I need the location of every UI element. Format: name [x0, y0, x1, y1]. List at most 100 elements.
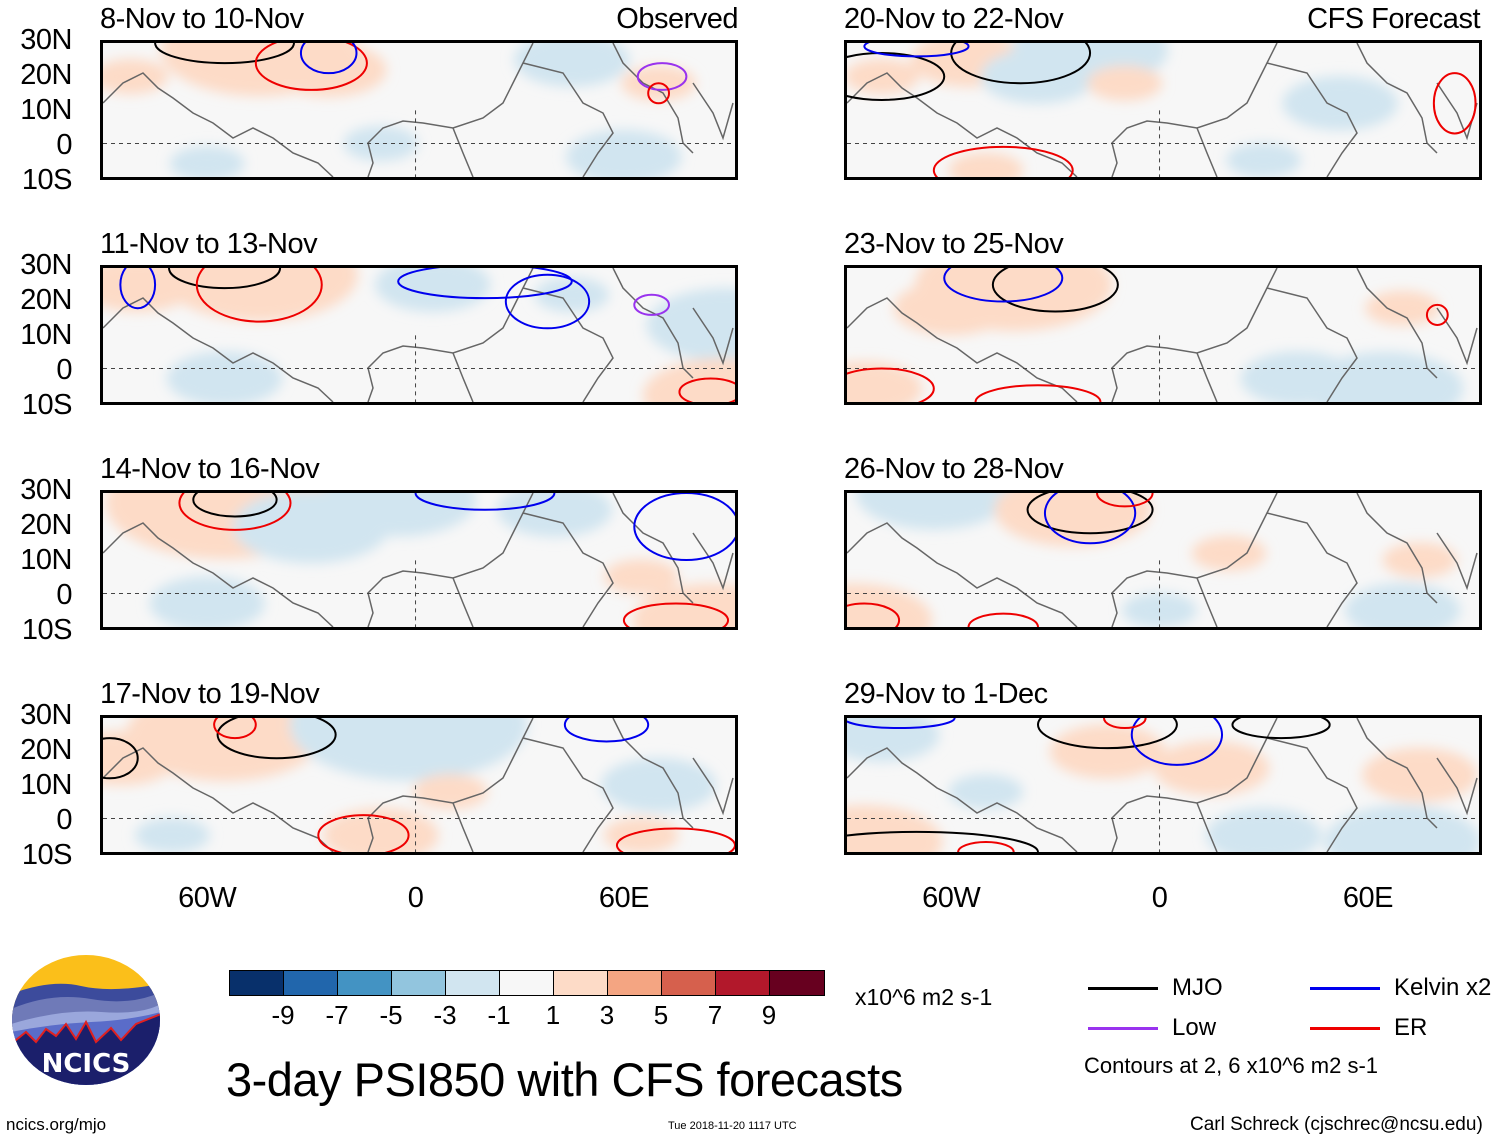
- coastline: [367, 493, 534, 627]
- coastline: [1111, 718, 1278, 852]
- main-title: 3-day PSI850 with CFS forecasts: [226, 1053, 903, 1106]
- coastline: [692, 532, 734, 591]
- map-panel-6: [844, 265, 1482, 405]
- coastline: [692, 307, 734, 366]
- anomaly-blob: [566, 129, 682, 177]
- coastline: [367, 718, 534, 852]
- x-tick-label: 60W: [178, 882, 237, 914]
- y-tick-label: 30N: [20, 24, 72, 56]
- map-canvas: [103, 493, 735, 627]
- contour-kelvin: [563, 718, 650, 743]
- coastline: [1196, 127, 1218, 177]
- anomaly-blob: [994, 493, 1151, 547]
- contour-kelvin: [847, 718, 956, 730]
- y-tick-label: 10N: [20, 544, 72, 576]
- legend-label-er: ER: [1394, 1014, 1428, 1041]
- panel-title-4: 17-Nov to 19-Nov: [100, 678, 320, 710]
- panel-title-6: 23-Nov to 25-Nov: [844, 228, 1064, 260]
- x-tick-label: 60W: [922, 882, 981, 914]
- anomaly-blob: [646, 288, 735, 362]
- coastline: [1111, 268, 1278, 402]
- panel-title-2: 11-Nov to 13-Nov: [100, 228, 318, 260]
- colorbar-tick-label: -9: [271, 1000, 295, 1030]
- coastline: [847, 297, 1078, 402]
- coastline: [1111, 43, 1278, 177]
- coastline: [1436, 757, 1478, 816]
- colorbar-swatch: [338, 971, 392, 995]
- contour-low: [633, 293, 671, 316]
- anomaly-blob: [289, 718, 528, 781]
- contour-mjo: [847, 830, 1039, 852]
- colorbar-tick-label: 5: [653, 1000, 669, 1030]
- anomaly-blob: [534, 277, 610, 313]
- contour-kelvin: [414, 493, 556, 511]
- coastline: [452, 802, 474, 852]
- contour-er: [1432, 72, 1477, 135]
- contour-er: [178, 493, 292, 531]
- coastline: [1196, 352, 1218, 402]
- contour-mjo: [1026, 493, 1154, 535]
- contour-er: [254, 43, 368, 91]
- coastline: [1111, 493, 1278, 627]
- legend-item-mjo: MJO: [1088, 974, 1223, 1002]
- contour-er: [647, 82, 671, 105]
- y-tick-label: 10N: [20, 94, 72, 126]
- contour-er: [615, 827, 735, 852]
- anomaly-blob: [1153, 741, 1270, 796]
- y-tick-label: 0: [56, 804, 72, 836]
- anomaly-blob: [319, 493, 477, 537]
- cfs-forecast-tag: CFS Forecast: [1307, 3, 1480, 35]
- coastline: [103, 297, 334, 402]
- contour-mjo: [1037, 718, 1178, 750]
- anomaly-blob: [149, 576, 265, 627]
- anomaly-blob: [1240, 351, 1357, 402]
- coastline: [847, 522, 1078, 627]
- anomaly-blob: [847, 718, 940, 762]
- contour-mjo: [154, 43, 295, 65]
- colorbar-swatch: [662, 971, 716, 995]
- contour-kelvin: [119, 268, 157, 310]
- legend-line-kelvin: [1310, 986, 1380, 990]
- coastline: [103, 747, 334, 852]
- colorbar-swatch: [284, 971, 338, 995]
- contour-note: Contours at 2, 6 x10^6 m2 s-1: [1084, 1053, 1379, 1078]
- map-panel-3: [100, 490, 738, 630]
- y-tick-label: 30N: [20, 249, 72, 281]
- y-tick-label: 10S: [21, 389, 73, 421]
- panel-title-7: 26-Nov to 28-Nov: [844, 453, 1064, 485]
- site-link[interactable]: ncics.org/mjo: [6, 1115, 107, 1134]
- anomaly-blob: [847, 805, 943, 852]
- coastline: [522, 737, 614, 852]
- coastline: [1436, 532, 1478, 591]
- y-tick-label: 10N: [20, 769, 72, 801]
- colorbar-swatch: [770, 971, 824, 995]
- anomaly-blob: [343, 125, 419, 162]
- panel-title-1: 8-Nov to 10-Nov: [100, 3, 304, 35]
- coastline: [1266, 512, 1358, 627]
- timestamp: Tue 2018-11-20 1117 UTC: [668, 1120, 797, 1132]
- contour-mjo: [167, 268, 282, 290]
- coastline: [1266, 62, 1358, 177]
- anomaly-blob: [270, 43, 387, 97]
- coastline: [367, 43, 534, 177]
- anomaly-blob: [847, 361, 923, 402]
- colorbar-swatch: [608, 971, 662, 995]
- colorbar-tick-label: 3: [599, 1000, 615, 1030]
- map-canvas: [847, 493, 1479, 627]
- y-tick-label: 10N: [20, 319, 72, 351]
- contour-er: [957, 840, 1015, 852]
- anomaly-blob: [169, 146, 245, 177]
- x-tick-label: 60E: [598, 882, 650, 914]
- panel-title-8: 29-Nov to 1-Dec: [844, 678, 1048, 710]
- map-panel-2: [100, 265, 738, 405]
- coastline: [367, 268, 534, 402]
- y-tick-label: 30N: [20, 699, 72, 731]
- x-tick-label: 60E: [1342, 882, 1394, 914]
- anomaly-blob: [103, 731, 179, 786]
- anomaly-blob: [847, 58, 920, 95]
- coastline: [1196, 802, 1218, 852]
- coastline: [847, 747, 1078, 852]
- y-tick-label: 0: [56, 129, 72, 161]
- contour-er: [195, 268, 323, 323]
- coastline: [452, 127, 474, 177]
